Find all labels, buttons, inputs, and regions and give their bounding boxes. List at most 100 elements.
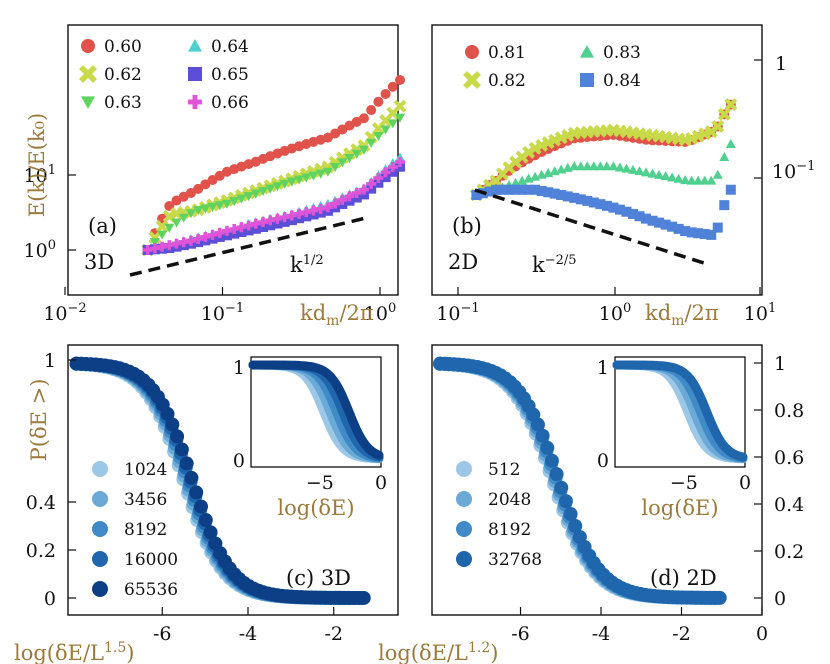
a-point-0.66 (149, 243, 160, 254)
a-point-0.66 (207, 229, 218, 240)
b-point-0.84 (536, 185, 547, 196)
inset-xtick-0: −5 (306, 472, 334, 494)
a-point-0.63 (200, 204, 211, 214)
b-point-0.84 (660, 219, 671, 230)
a-point-0.66-v (383, 167, 388, 178)
inset-xlabel: log(δE) (277, 496, 354, 520)
a-point-0.66-v (254, 218, 258, 229)
curve-point-32768 (568, 519, 583, 534)
a-point-0.66-v (376, 172, 381, 183)
a-point-0.66 (221, 225, 232, 236)
panel-b-frame (431, 24, 763, 296)
b-legend-marker-0.82-stroke2 (463, 71, 481, 89)
a-point-0.66-v (347, 191, 352, 202)
ytick-right-label: 0.8 (774, 400, 804, 422)
a-point-0.66 (243, 220, 254, 231)
legend-marker-16000 (92, 551, 108, 567)
b-point-0.84 (693, 228, 704, 239)
a-point-0.66-v (203, 231, 208, 242)
a-point-0.66-v (391, 162, 395, 173)
a-xlabel: kdm/2π (300, 301, 374, 329)
b-point-0.83 (588, 161, 599, 171)
a-point-0.63 (366, 138, 377, 148)
b-point-0.84 (588, 197, 599, 208)
b-point-0.82 (717, 107, 731, 121)
a-point-0.66 (294, 208, 305, 219)
b-point-0.83 (654, 169, 665, 179)
a-point-0.66 (265, 215, 276, 226)
b-guide-label: k−2/5 (532, 253, 577, 277)
a-point-0.66 (164, 240, 175, 251)
a-point-0.60 (366, 105, 377, 116)
legend-marker-8192 (92, 521, 108, 537)
b-point-0.83 (634, 166, 645, 176)
curve-point-32768 (554, 480, 569, 495)
a-dim-label: 3D (84, 250, 114, 274)
curve-point-65536 (194, 499, 208, 514)
b-point-0.83 (608, 161, 619, 171)
a-legend-label-0.63: 0.63 (104, 93, 142, 113)
b-point-0.84 (484, 186, 495, 197)
a-point-0.66-v (232, 223, 236, 234)
curve-point-65536 (165, 417, 180, 432)
a-point-0.63 (351, 149, 362, 159)
a-point-0.66 (366, 178, 377, 189)
a-point-0.62 (155, 219, 169, 233)
panel-label: (d) 2D (650, 566, 717, 590)
a-point-0.60 (395, 75, 405, 85)
panel-c: -6 -4 -2 1 0 −5 0 log(δE) 1024 3456 8192 16000 65536… (14, 350, 387, 664)
b-point-0.84 (497, 184, 508, 195)
a-point-0.66 (322, 202, 333, 213)
a-point-0.66 (351, 187, 362, 198)
b-xlabel: kdm/2π (645, 301, 719, 329)
legend-marker-2048 (456, 491, 472, 507)
a-point-0.66-v (225, 225, 229, 236)
b-point-0.82 (711, 120, 725, 133)
b-point-0.84 (634, 211, 645, 222)
a-point-0.66 (279, 212, 290, 223)
inset-xtick-0: −5 (670, 472, 698, 494)
ytick-right-label: 0 (774, 588, 786, 610)
b-point-0.84 (504, 184, 515, 195)
inset-xlabel: log(δE) (641, 496, 718, 520)
c-ytick-label: 0.4 (26, 492, 56, 514)
a-point-0.66 (193, 234, 204, 245)
b-point-0.83 (712, 169, 723, 179)
curve-point-32768 (558, 494, 573, 509)
xlabel: log(δE/L1.2) (378, 640, 498, 664)
a-point-0.66 (200, 231, 211, 242)
a-point-0.63 (258, 187, 269, 197)
a-point-0.66 (330, 198, 341, 209)
b-point-0.83 (582, 161, 593, 171)
inset-xtick-1: 0 (739, 472, 751, 494)
legend: 512 2048 8192 32768 (456, 460, 542, 570)
a-xtick-label: 10−1 (201, 301, 244, 325)
curve-point-65536 (356, 590, 371, 605)
b-point-0.84 (490, 184, 501, 195)
xtick-label: -4 (239, 623, 258, 645)
b-point-0.84 (641, 213, 652, 224)
a-ylabel: E(k)/E(k₀) (25, 113, 49, 217)
a-point-0.66-v (246, 220, 251, 231)
c-ytick-label: 0 (44, 588, 56, 610)
b-legend-label-0.81: 0.81 (488, 43, 526, 63)
b-legend-label-0.82: 0.82 (488, 71, 526, 91)
xlabel: log(δE/L1.5) (14, 640, 134, 664)
b-point-0.84 (523, 184, 534, 195)
a-point-0.63 (301, 173, 312, 183)
legend-label-32768: 32768 (488, 550, 542, 570)
a-legend-marker-0.63 (81, 96, 95, 109)
a-point-0.60 (387, 81, 398, 92)
a-point-0.60 (380, 88, 391, 99)
xtick-label: -6 (153, 623, 172, 645)
curve-point-65536 (198, 513, 213, 528)
a-point-0.66-v (362, 184, 366, 195)
b-point-0.84 (595, 199, 606, 210)
a-point-0.66-v (354, 187, 359, 198)
a-point-0.63 (193, 206, 204, 216)
legend-marker-32768 (456, 551, 472, 567)
b-ytick-label-0: 10−1 (772, 159, 815, 183)
a-point-0.66-v (174, 238, 179, 249)
